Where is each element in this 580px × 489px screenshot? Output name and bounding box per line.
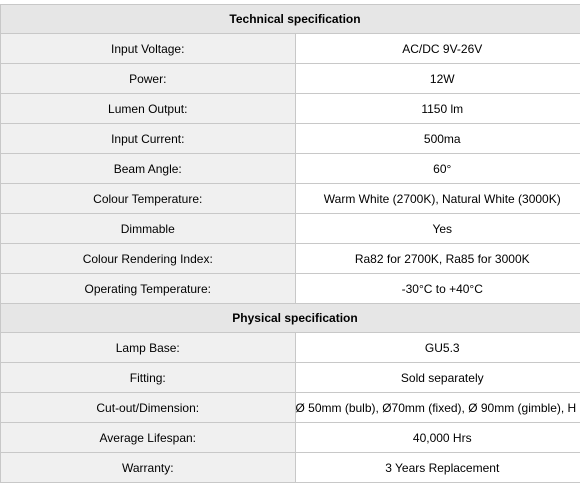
- spec-value: 1150 lm: [294, 93, 580, 124]
- table-row: Operating Temperature: -30°C to +40°C: [0, 273, 580, 304]
- table-row: Beam Angle: 60°: [0, 153, 580, 184]
- table-row: Input Current: 500ma: [0, 123, 580, 154]
- spec-label: Dimmable: [0, 213, 296, 244]
- spec-label: Lamp Base:: [0, 332, 296, 363]
- spec-value: Ra82 for 2700K, Ra85 for 3000K: [294, 243, 580, 274]
- spec-value: Yes: [294, 213, 580, 244]
- specification-table: Technical specification Input Voltage: A…: [0, 4, 580, 483]
- spec-value: Sold separately: [294, 362, 580, 393]
- spec-value: AC/DC 9V-26V: [294, 33, 580, 64]
- spec-value: 500ma: [294, 123, 580, 154]
- spec-label: Power:: [0, 63, 296, 94]
- table-row: Lamp Base: GU5.3: [0, 332, 580, 363]
- table-row: Lumen Output: 1150 lm: [0, 93, 580, 124]
- spec-label: Fitting:: [0, 362, 296, 393]
- spec-label: Warranty:: [0, 452, 296, 483]
- table-row: Colour Rendering Index: Ra82 for 2700K, …: [0, 243, 580, 274]
- table-row: Dimmable Yes: [0, 213, 580, 244]
- section-header-physical: Physical specification: [0, 303, 580, 333]
- spec-value: -30°C to +40°C: [294, 273, 580, 304]
- table-row: Average Lifespan: 40,000 Hrs: [0, 422, 580, 453]
- section-title: Technical specification: [0, 4, 580, 34]
- spec-label: Lumen Output:: [0, 93, 296, 124]
- table-row: Input Voltage: AC/DC 9V-26V: [0, 33, 580, 64]
- section-header-technical: Technical specification: [0, 4, 580, 34]
- section-title: Physical specification: [0, 303, 580, 333]
- table-row: Power: 12W: [0, 63, 580, 94]
- spec-value: 40,000 Hrs: [294, 422, 580, 453]
- table-row: Fitting: Sold separately: [0, 362, 580, 393]
- spec-label: Cut-out/Dimension:: [0, 392, 296, 423]
- spec-label: Operating Temperature:: [0, 273, 296, 304]
- spec-label: Beam Angle:: [0, 153, 296, 184]
- spec-label: Input Current:: [0, 123, 296, 154]
- table-row: Warranty: 3 Years Replacement: [0, 452, 580, 483]
- spec-label: Average Lifespan:: [0, 422, 296, 453]
- spec-label: Colour Temperature:: [0, 183, 296, 214]
- spec-label: Input Voltage:: [0, 33, 296, 64]
- spec-label: Colour Rendering Index:: [0, 243, 296, 274]
- spec-value: 60°: [294, 153, 580, 184]
- spec-value: 3 Years Replacement: [294, 452, 580, 483]
- spec-value: Warm White (2700K), Natural White (3000K…: [294, 183, 580, 214]
- spec-value: GU5.3: [294, 332, 580, 363]
- spec-value: Ø 50mm (bulb), Ø70mm (fixed), Ø 90mm (gi…: [294, 392, 580, 423]
- table-row: Colour Temperature: Warm White (2700K), …: [0, 183, 580, 214]
- spec-value: 12W: [294, 63, 580, 94]
- table-row: Cut-out/Dimension: Ø 50mm (bulb), Ø70mm …: [0, 392, 580, 423]
